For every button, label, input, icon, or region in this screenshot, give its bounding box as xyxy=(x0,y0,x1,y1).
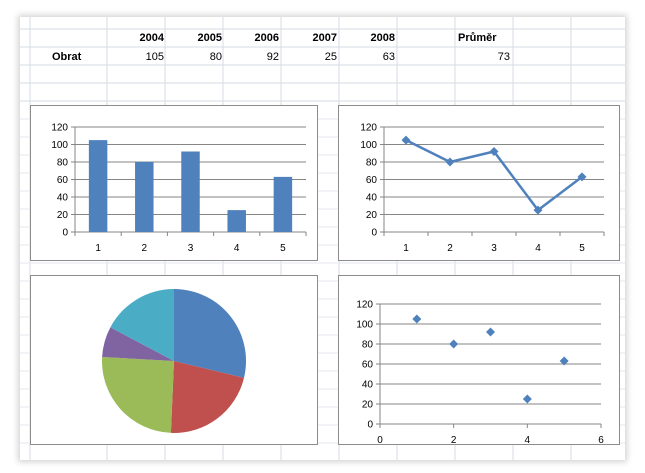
y-tick-label: 20 xyxy=(57,210,69,221)
bar[interactable] xyxy=(273,176,293,232)
x-tick-label: 6 xyxy=(598,435,604,444)
year-header-cell[interactable]: 2004 xyxy=(139,32,164,44)
x-tick-label: 5 xyxy=(579,243,585,254)
x-tick-label: 2 xyxy=(451,435,457,444)
x-tick-label: 4 xyxy=(525,435,531,444)
y-tick-label: 40 xyxy=(366,193,378,204)
y-tick-label: 20 xyxy=(362,400,374,411)
pie-slice[interactable] xyxy=(102,327,174,361)
y-tick-label: 100 xyxy=(360,140,377,151)
bar[interactable] xyxy=(88,140,108,232)
line-chart-plot: 0 20 40 60 80 100 120 1 2 3 4 5 xyxy=(360,123,605,254)
bar-chart-plot: 0 20 40 60 80 100 120 1 2 3 4 5 xyxy=(51,123,307,254)
data-point[interactable] xyxy=(445,157,455,167)
value-cell[interactable]: 80 xyxy=(209,51,222,63)
x-tick-label: 2 xyxy=(447,243,453,254)
y-tick-label: 0 xyxy=(367,420,373,431)
y-tick-label: 120 xyxy=(51,123,68,134)
pie-chart[interactable] xyxy=(30,275,318,445)
y-tick-label: 100 xyxy=(51,140,68,151)
y-tick-label: 20 xyxy=(366,210,378,221)
value-cell[interactable]: 63 xyxy=(382,51,395,63)
value-cell[interactable]: 105 xyxy=(145,51,164,63)
y-tick-label: 120 xyxy=(360,123,377,134)
x-tick-label: 2 xyxy=(142,243,148,254)
x-tick-label: 0 xyxy=(377,435,383,444)
data-point[interactable] xyxy=(522,394,532,404)
data-point[interactable] xyxy=(577,172,587,182)
y-tick-label: 40 xyxy=(362,380,374,391)
average-value-cell[interactable]: 73 xyxy=(497,51,510,63)
y-tick-label: 80 xyxy=(362,340,374,351)
line-chart[interactable]: 0 20 40 60 80 100 120 1 2 3 4 5 xyxy=(338,105,620,261)
pie-slice[interactable] xyxy=(174,289,246,378)
y-tick-label: 60 xyxy=(362,360,374,371)
x-tick-label: 4 xyxy=(234,243,240,254)
y-tick-label: 100 xyxy=(356,320,373,331)
x-tick-label: 5 xyxy=(280,243,286,254)
x-tick-label: 4 xyxy=(535,243,541,254)
data-point[interactable] xyxy=(449,339,459,349)
y-tick-label: 120 xyxy=(356,300,373,311)
row-label-cell[interactable]: Obrat xyxy=(52,51,82,63)
data-point[interactable] xyxy=(559,356,569,366)
data-point[interactable] xyxy=(412,314,422,324)
y-tick-label: 60 xyxy=(57,175,69,186)
x-tick-label: 3 xyxy=(188,243,194,254)
x-tick-label: 1 xyxy=(95,243,101,254)
x-tick-label: 3 xyxy=(491,243,497,254)
pie-slice[interactable] xyxy=(110,289,174,361)
data-point[interactable] xyxy=(486,327,495,337)
pie-chart-plot xyxy=(102,289,246,433)
y-tick-label: 60 xyxy=(366,175,378,186)
spreadsheet-area[interactable]: 2004 2005 2006 2007 2008 Průměr Obrat 10… xyxy=(20,17,625,460)
pie-slice[interactable] xyxy=(170,361,244,433)
year-header-cell[interactable]: 2007 xyxy=(312,32,337,44)
bar[interactable] xyxy=(181,151,200,233)
scatter-chart[interactable]: 0 20 40 60 80 100 120 0 2 4 6 xyxy=(338,275,620,445)
y-tick-label: 0 xyxy=(371,228,377,239)
scatter-chart-plot: 0 20 40 60 80 100 120 0 2 4 6 xyxy=(356,300,604,445)
average-header-cell[interactable]: Průměr xyxy=(458,32,497,44)
y-tick-label: 80 xyxy=(57,158,69,169)
bar-chart[interactable]: 0 20 40 60 80 100 120 1 2 3 4 5 xyxy=(30,105,318,261)
y-tick-label: 80 xyxy=(366,158,378,169)
bar[interactable] xyxy=(135,162,154,232)
x-tick-label: 1 xyxy=(403,243,409,254)
y-tick-label: 0 xyxy=(62,228,68,239)
year-header-cell[interactable]: 2006 xyxy=(254,32,279,44)
pie-slice[interactable] xyxy=(102,356,174,433)
year-header-cell[interactable]: 2008 xyxy=(370,32,395,44)
data-point[interactable] xyxy=(533,205,543,215)
y-tick-label: 40 xyxy=(57,193,69,204)
year-header-cell[interactable]: 2005 xyxy=(197,32,222,44)
value-cell[interactable]: 25 xyxy=(324,51,337,63)
data-point[interactable] xyxy=(489,147,499,156)
data-point[interactable] xyxy=(401,135,411,145)
value-cell[interactable]: 92 xyxy=(266,51,279,63)
bar[interactable] xyxy=(227,210,246,232)
